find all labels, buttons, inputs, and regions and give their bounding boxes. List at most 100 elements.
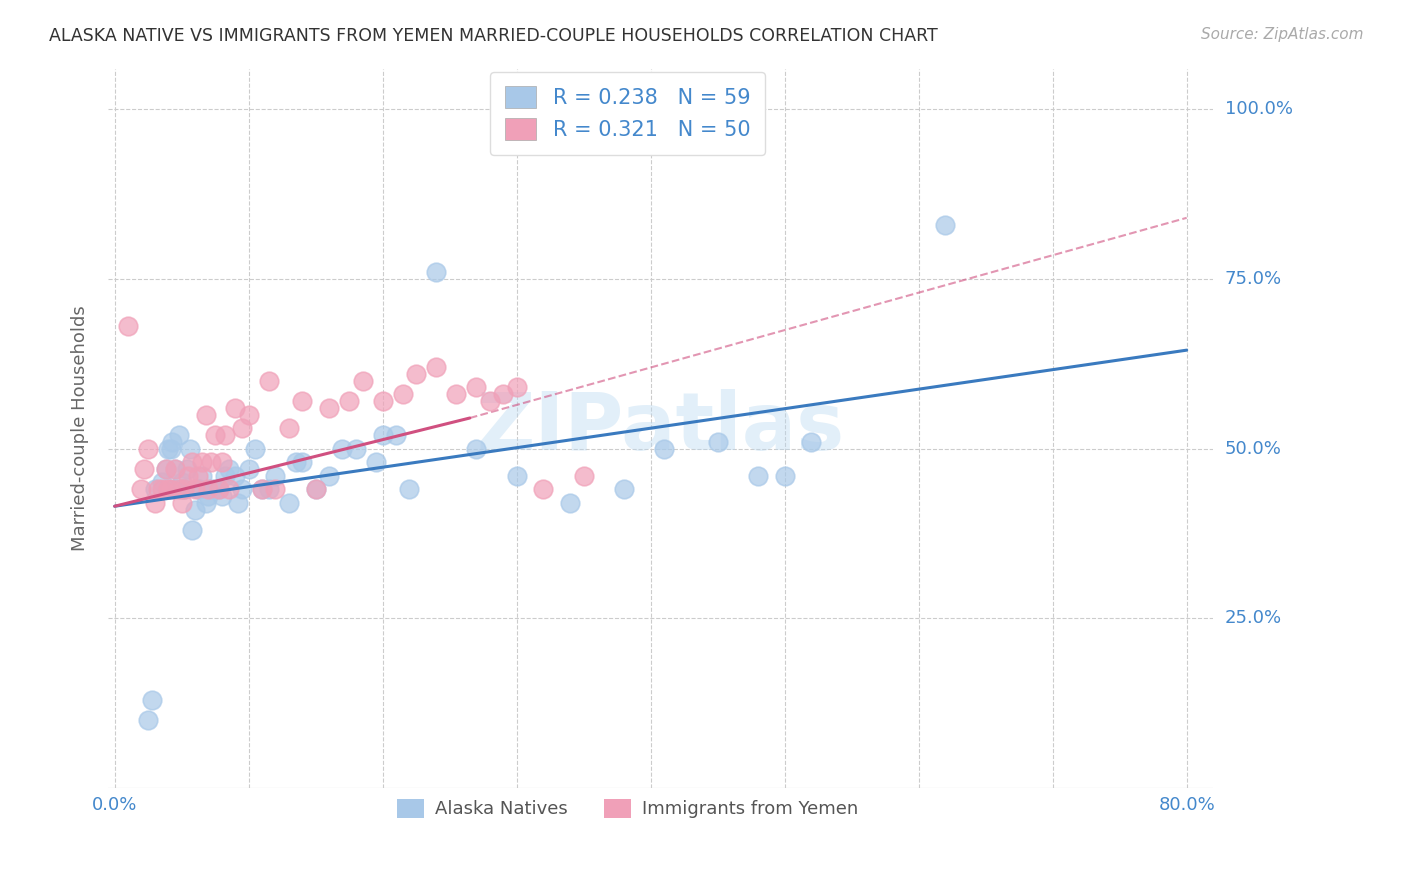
Point: [184, 502, 207, 516]
Point: [505, 380, 527, 394]
Point: [250, 483, 273, 497]
Point: [257, 483, 280, 497]
Point: [344, 442, 367, 456]
Point: [162, 434, 184, 449]
Point: [117, 319, 139, 334]
Point: [194, 408, 217, 422]
Point: [560, 496, 582, 510]
Point: [218, 483, 240, 497]
Point: [208, 483, 231, 497]
Point: [250, 483, 273, 497]
Point: [465, 380, 488, 394]
Point: [170, 475, 193, 490]
Point: [371, 394, 394, 409]
Point: [163, 462, 186, 476]
Point: [706, 434, 728, 449]
Point: [505, 468, 527, 483]
Y-axis label: Married-couple Households: Married-couple Households: [72, 305, 89, 551]
Point: [173, 483, 195, 497]
Point: [277, 421, 299, 435]
Point: [446, 387, 468, 401]
Point: [425, 265, 447, 279]
Point: [170, 496, 193, 510]
Point: [391, 387, 413, 401]
Point: [291, 455, 314, 469]
Point: [136, 713, 159, 727]
Text: 25.0%: 25.0%: [1225, 609, 1282, 627]
Point: [371, 428, 394, 442]
Point: [163, 462, 186, 476]
Point: [934, 218, 956, 232]
Point: [143, 496, 166, 510]
Point: [155, 462, 177, 476]
Point: [181, 455, 204, 469]
Point: [167, 428, 190, 442]
Text: ALASKA NATIVE VS IMMIGRANTS FROM YEMEN MARRIED-COUPLE HOUSEHOLDS CORRELATION CHA: ALASKA NATIVE VS IMMIGRANTS FROM YEMEN M…: [49, 27, 938, 45]
Point: [157, 442, 180, 456]
Point: [318, 468, 340, 483]
Point: [211, 489, 233, 503]
Point: [150, 483, 173, 497]
Point: [465, 442, 488, 456]
Point: [173, 483, 195, 497]
Point: [492, 387, 515, 401]
Point: [194, 496, 217, 510]
Point: [291, 394, 314, 409]
Point: [214, 468, 236, 483]
Point: [478, 394, 501, 409]
Point: [405, 367, 427, 381]
Point: [218, 462, 240, 476]
Point: [318, 401, 340, 415]
Point: [170, 483, 193, 497]
Point: [238, 462, 260, 476]
Point: [257, 374, 280, 388]
Point: [264, 483, 287, 497]
Point: [245, 442, 267, 456]
Point: [385, 428, 408, 442]
Point: [572, 468, 595, 483]
Point: [747, 468, 769, 483]
Point: [204, 428, 226, 442]
Point: [305, 483, 328, 497]
Point: [184, 483, 207, 497]
Point: [160, 442, 183, 456]
Point: [533, 483, 555, 497]
Point: [160, 483, 183, 497]
Point: [652, 442, 675, 456]
Point: [277, 496, 299, 510]
Point: [800, 434, 823, 449]
Point: [364, 455, 387, 469]
Point: [264, 468, 287, 483]
Point: [238, 408, 260, 422]
Text: 100.0%: 100.0%: [1225, 100, 1292, 119]
Point: [773, 468, 796, 483]
Point: [187, 468, 209, 483]
Point: [305, 483, 328, 497]
Legend: Alaska Natives, Immigrants from Yemen: Alaska Natives, Immigrants from Yemen: [389, 792, 865, 826]
Point: [208, 483, 231, 497]
Text: 50.0%: 50.0%: [1225, 440, 1281, 458]
Point: [163, 483, 186, 497]
Point: [197, 489, 219, 503]
Point: [134, 462, 156, 476]
Point: [191, 468, 214, 483]
Point: [200, 483, 222, 497]
Point: [176, 462, 198, 476]
Point: [284, 455, 307, 469]
Point: [200, 455, 222, 469]
Point: [177, 468, 200, 483]
Point: [188, 483, 211, 497]
Point: [214, 428, 236, 442]
Text: ZIPatlas: ZIPatlas: [477, 389, 845, 467]
Point: [143, 483, 166, 497]
Point: [157, 483, 180, 497]
Point: [398, 483, 420, 497]
Point: [131, 483, 153, 497]
Point: [155, 462, 177, 476]
Point: [150, 475, 173, 490]
Point: [191, 455, 214, 469]
Point: [332, 442, 354, 456]
Point: [224, 401, 246, 415]
Text: 75.0%: 75.0%: [1225, 270, 1282, 288]
Point: [136, 442, 159, 456]
